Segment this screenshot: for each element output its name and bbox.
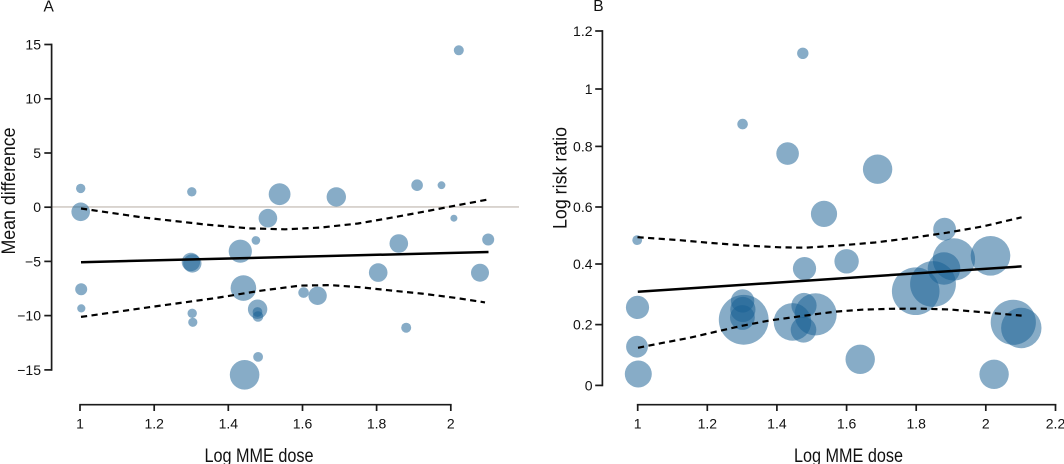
svg-text:−5: −5: [25, 253, 41, 269]
svg-text:Mean difference: Mean difference: [0, 128, 20, 255]
svg-text:15: 15: [25, 36, 41, 52]
svg-text:1.8: 1.8: [367, 416, 387, 432]
svg-text:5: 5: [33, 145, 41, 161]
svg-text:A: A: [44, 0, 55, 15]
svg-text:0.4: 0.4: [573, 256, 593, 272]
svg-text:1: 1: [585, 81, 593, 97]
svg-text:Log risk ratio: Log risk ratio: [551, 127, 572, 229]
svg-text:1.2: 1.2: [144, 416, 164, 432]
svg-text:1.2: 1.2: [573, 23, 593, 39]
svg-text:B: B: [593, 0, 603, 15]
svg-text:2.2: 2.2: [1046, 416, 1064, 432]
svg-text:0.8: 0.8: [573, 138, 593, 154]
svg-text:−10: −10: [17, 308, 41, 324]
svg-text:1.6: 1.6: [293, 416, 313, 432]
svg-text:2: 2: [982, 416, 990, 432]
svg-text:1.2: 1.2: [698, 416, 718, 432]
svg-text:1.6: 1.6: [837, 416, 857, 432]
svg-text:1: 1: [76, 416, 84, 432]
svg-text:Log MME dose: Log MME dose: [794, 446, 903, 464]
svg-text:0.2: 0.2: [573, 317, 593, 333]
svg-text:0: 0: [33, 199, 41, 215]
svg-text:Log MME dose: Log MME dose: [205, 446, 314, 464]
svg-text:−15: −15: [17, 362, 41, 378]
svg-text:0: 0: [585, 377, 593, 393]
svg-text:1: 1: [634, 416, 642, 432]
svg-text:1.8: 1.8: [906, 416, 926, 432]
svg-text:0.6: 0.6: [573, 199, 593, 215]
svg-text:2: 2: [447, 416, 455, 432]
svg-text:10: 10: [25, 91, 41, 107]
svg-text:1.4: 1.4: [767, 416, 787, 432]
svg-text:1.4: 1.4: [219, 416, 239, 432]
